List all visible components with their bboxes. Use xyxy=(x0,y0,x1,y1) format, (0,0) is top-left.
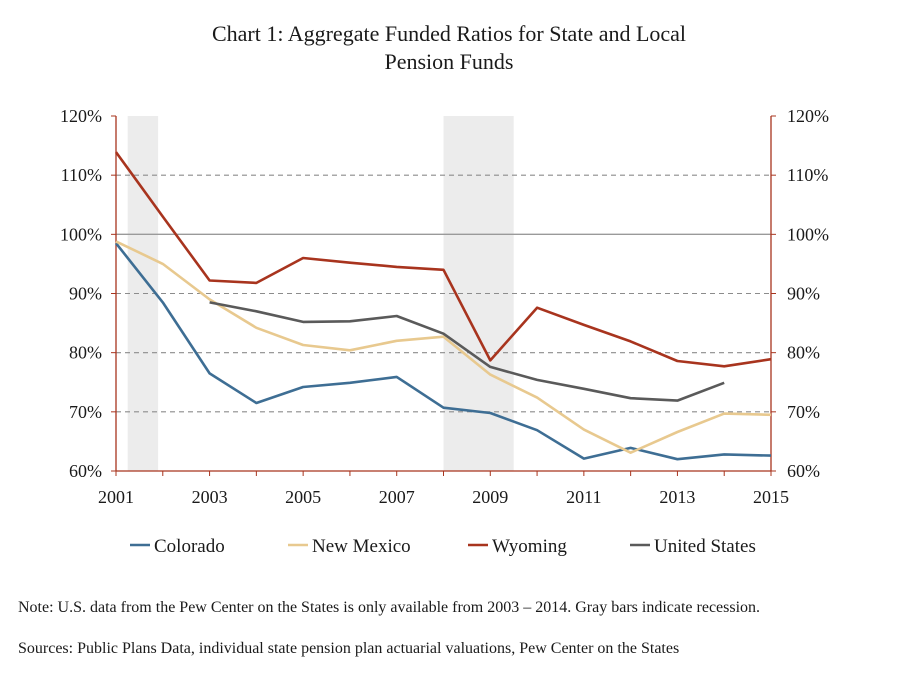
x-tick-label: 2005 xyxy=(285,487,321,507)
chart-note: Note: U.S. data from the Pew Center on t… xyxy=(18,599,761,616)
line-chart: 120% 110% 100% 90% 80% 70% 60% 120% 110% 100% 90% 8… xyxy=(60,106,829,557)
legend-label: United States xyxy=(654,536,756,557)
legend-item-united-states: United States xyxy=(630,536,756,557)
chart-axes xyxy=(111,115,776,476)
series-line-new-mexico xyxy=(115,240,772,455)
series-line-united-states xyxy=(209,301,725,402)
y-tick-label-left: 120% xyxy=(60,106,102,126)
legend-label: New Mexico xyxy=(312,536,411,557)
y-tick-label-right: 70% xyxy=(787,402,820,422)
y-tick-label-left: 70% xyxy=(69,402,102,422)
chart-title: Chart 1: Aggregate Funded Ratios for Sta… xyxy=(0,20,898,76)
tick-labels: 120% 110% 100% 90% 80% 70% 60% 120% 110% 100% 90% 8… xyxy=(60,106,829,507)
legend-item-wyoming: Wyoming xyxy=(468,536,567,557)
y-tick-label-left: 80% xyxy=(69,343,102,363)
legend-label: Colorado xyxy=(154,536,225,557)
series-line-colorado xyxy=(114,242,772,461)
legend-item-colorado: Colorado xyxy=(130,536,225,557)
x-tick-label: 2001 xyxy=(98,487,134,507)
y-tick-label-left: 110% xyxy=(61,165,102,185)
legend-label: Wyoming xyxy=(492,536,567,557)
y-tick-label-right: 120% xyxy=(787,106,829,126)
y-tick-label-right: 80% xyxy=(787,343,820,363)
y-tick-label-right: 60% xyxy=(787,461,820,481)
x-tick-label: 2011 xyxy=(566,487,601,507)
y-tick-label-right: 110% xyxy=(787,165,828,185)
y-tick-label-right: 100% xyxy=(787,224,829,244)
x-tick-label: 2007 xyxy=(379,487,415,507)
y-tick-label-left: 60% xyxy=(69,461,102,481)
x-tick-label: 2009 xyxy=(472,487,508,507)
x-tick-label: 2003 xyxy=(192,487,228,507)
series-line-wyoming xyxy=(114,151,772,368)
y-tick-label-right: 90% xyxy=(787,284,820,304)
y-tick-label-left: 90% xyxy=(69,284,102,304)
y-tick-label-left: 100% xyxy=(60,224,102,244)
series-lines xyxy=(114,151,772,461)
gridlines xyxy=(116,174,771,413)
chart-title-line-1: Chart 1: Aggregate Funded Ratios for Sta… xyxy=(211,21,687,46)
chart-sources: Sources: Public Plans Data, individual s… xyxy=(18,640,680,657)
x-tick-label: 2015 xyxy=(753,487,789,507)
x-tick-label: 2013 xyxy=(659,487,695,507)
legend-item-new-mexico: New Mexico xyxy=(288,536,411,557)
chart-title-line-2: Pension Funds xyxy=(384,49,514,74)
legend: Colorado New Mexico Wyoming United States xyxy=(130,536,756,557)
